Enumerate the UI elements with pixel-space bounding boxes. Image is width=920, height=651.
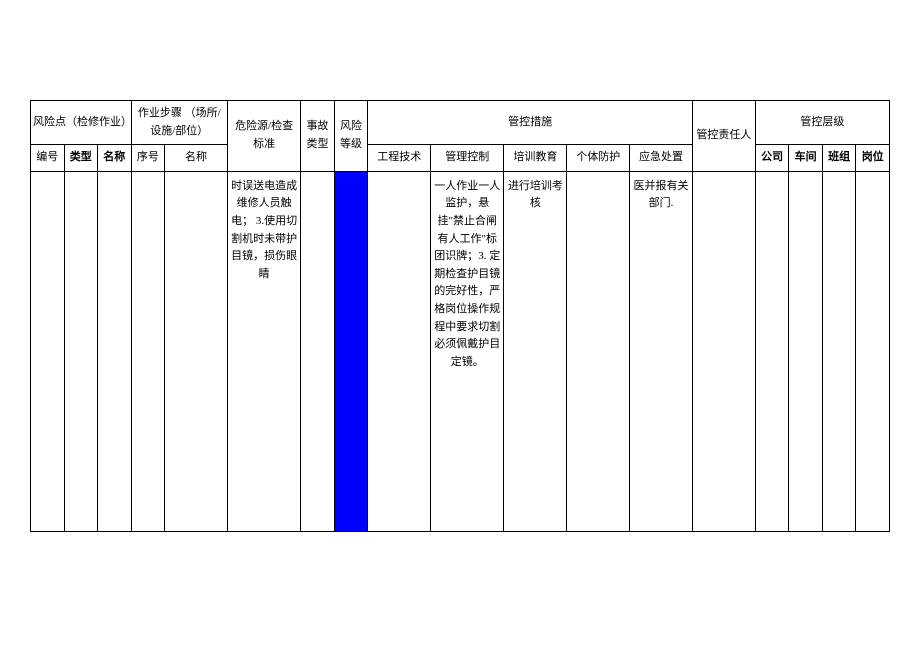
- th-workshop: 车间: [789, 145, 823, 172]
- cell-type: [64, 171, 98, 531]
- cell-mgmt: 一人作业一人监护，悬挂"禁止合闸有人工作"标团识牌；3. 定期检查护目镜的完好性…: [431, 171, 504, 531]
- header-row-2: 编号 类型 名称 序号 名称 工程技术 管理控制 培训教育 个体防护 应急处置 …: [31, 145, 890, 172]
- th-risk-level: 风险等级: [334, 101, 368, 172]
- cell-emerg: 医并报有关部门.: [630, 171, 693, 531]
- table-row: 时误送电造成维修人员触电； 3.使用切割机时未带护目镜，损伤眼睛 一人作业一人监…: [31, 171, 890, 531]
- th-eng: 工程技术: [368, 145, 431, 172]
- th-step-name: 名称: [165, 145, 228, 172]
- cell-risk-level: [334, 171, 368, 531]
- th-train: 培训教育: [504, 145, 567, 172]
- th-measures: 管控措施: [368, 101, 693, 145]
- cell-responsible: [692, 171, 755, 531]
- th-risk-point: 风险点（检修作业）: [31, 101, 132, 145]
- cell-hazard: 时误送电造成维修人员触电； 3.使用切割机时未带护目镜，损伤眼睛: [227, 171, 300, 531]
- th-company: 公司: [755, 145, 789, 172]
- th-team: 班组: [822, 145, 856, 172]
- th-post: 岗位: [856, 145, 890, 172]
- th-emerg: 应急处置: [630, 145, 693, 172]
- cell-name: [98, 171, 132, 531]
- th-responsible: 管控责任人: [692, 101, 755, 172]
- cell-train: 进行培训考核: [504, 171, 567, 531]
- th-no: 编号: [31, 145, 65, 172]
- cell-workshop: [789, 171, 823, 531]
- th-level: 管控层级: [755, 101, 889, 145]
- th-type: 类型: [64, 145, 98, 172]
- cell-accident: [301, 171, 335, 531]
- th-hazard-std: 危险源/检查标准: [227, 101, 300, 172]
- th-seq: 序号: [131, 145, 165, 172]
- th-work-step: 作业步骤 （场所/设施/部位）: [131, 101, 227, 145]
- cell-eng: [368, 171, 431, 531]
- cell-seq: [131, 171, 165, 531]
- cell-company: [755, 171, 789, 531]
- risk-table: 风险点（检修作业） 作业步骤 （场所/设施/部位） 危险源/检查标准 事故类型 …: [30, 100, 890, 532]
- th-ppe: 个体防护: [567, 145, 630, 172]
- cell-team: [822, 171, 856, 531]
- cell-post: [856, 171, 890, 531]
- header-row-1: 风险点（检修作业） 作业步骤 （场所/设施/部位） 危险源/检查标准 事故类型 …: [31, 101, 890, 145]
- cell-step-name: [165, 171, 228, 531]
- cell-no: [31, 171, 65, 531]
- th-mgmt: 管理控制: [431, 145, 504, 172]
- cell-ppe: [567, 171, 630, 531]
- th-name: 名称: [98, 145, 132, 172]
- th-accident-type: 事故类型: [301, 101, 335, 172]
